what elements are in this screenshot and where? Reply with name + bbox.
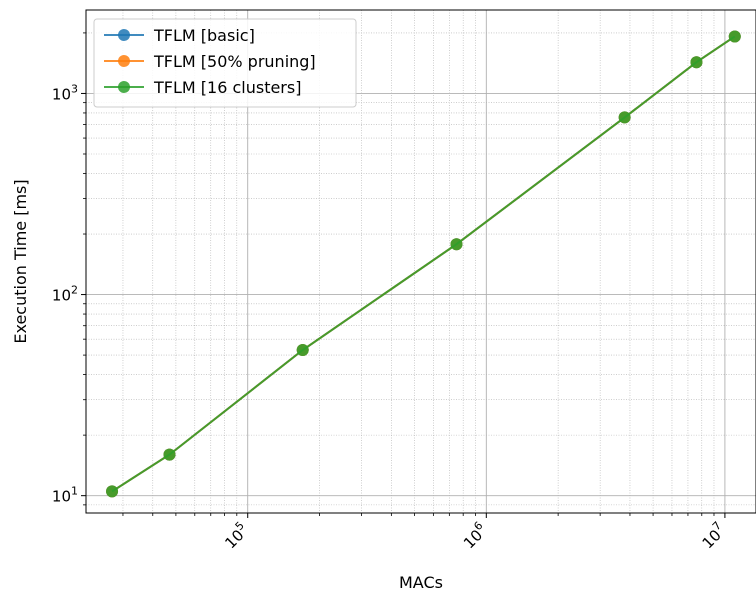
legend-box xyxy=(93,18,357,108)
legend-label: TFLM [basic] xyxy=(153,26,255,45)
legend-marker xyxy=(118,81,130,93)
data-point xyxy=(618,111,631,124)
data-point xyxy=(106,485,119,498)
plot-frame xyxy=(85,9,756,514)
y-tick-label: 102 xyxy=(52,284,78,305)
legend-marker xyxy=(118,29,130,41)
y-tick-label: 103 xyxy=(52,82,78,103)
series-layer xyxy=(106,30,741,498)
data-point xyxy=(728,30,741,43)
x-axis-label: MACs xyxy=(399,573,443,592)
legend-label: TFLM [50% pruning] xyxy=(153,52,316,71)
legend-marker xyxy=(118,55,130,67)
data-point xyxy=(296,344,309,357)
y-tick-label: 101 xyxy=(52,485,78,506)
data-point xyxy=(450,238,463,251)
legend-label: TFLM [16 clusters] xyxy=(153,78,301,97)
data-point xyxy=(163,448,176,461)
minor-grid xyxy=(86,10,756,513)
y-axis-label: Execution Time [ms] xyxy=(11,179,30,343)
data-point xyxy=(690,56,703,69)
legend: TFLM [basic] TFLM [50% pruning] TFLM [16 c… xyxy=(93,18,357,108)
